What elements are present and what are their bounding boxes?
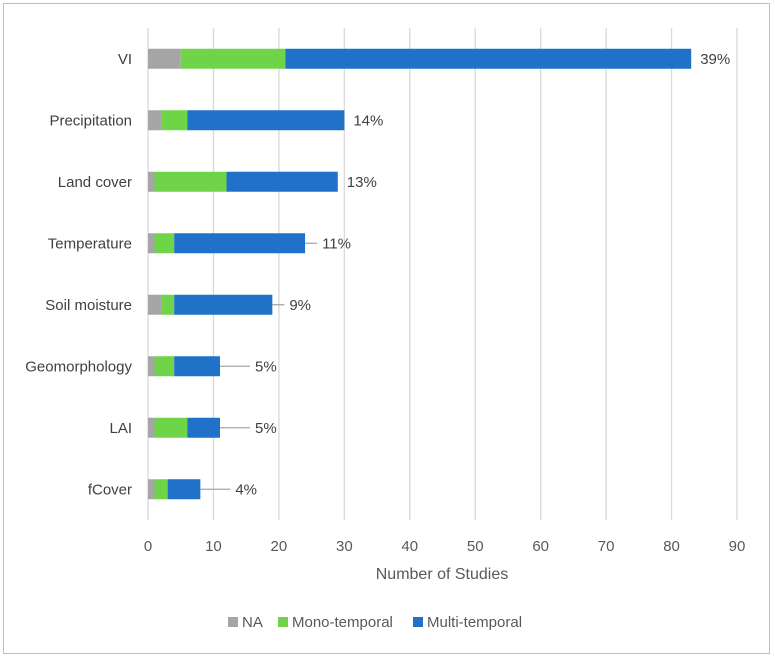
data-label: 13%: [347, 174, 377, 191]
bar-segment: [154, 479, 168, 500]
category-label: Precipitation: [49, 112, 132, 129]
x-tick-label: 10: [205, 538, 222, 555]
bar-segment: [226, 171, 338, 192]
bar-segment: [148, 294, 162, 315]
category-label: LAI: [109, 420, 132, 437]
legend: NA Mono-temporal Multi-temporal: [228, 614, 522, 631]
data-label: 14%: [353, 112, 383, 129]
bar-segment: [148, 110, 162, 131]
bar-segment: [161, 294, 175, 315]
bar-segment: [148, 233, 155, 254]
data-label: 4%: [235, 481, 257, 498]
bar-segment: [148, 417, 155, 438]
data-label: 5%: [255, 420, 277, 437]
legend-swatch: [228, 617, 238, 627]
bar-segment: [148, 171, 155, 192]
bar-segment: [148, 356, 155, 377]
bar-segment: [154, 356, 175, 377]
category-label: fCover: [88, 481, 132, 498]
data-label: 9%: [289, 297, 311, 314]
x-tick-label: 80: [663, 538, 680, 555]
category-label: Geomorphology: [25, 358, 132, 375]
labels: 0 10 20 30 40 50 60 70 80 90 VI 39% Precipitation 14%…: [25, 51, 745, 555]
legend-label: NA: [242, 614, 263, 631]
bar-segment: [148, 48, 181, 69]
x-tick-label: 20: [271, 538, 288, 555]
bar-segment: [187, 417, 220, 438]
bar-segment: [154, 233, 175, 254]
x-tick-label: 40: [401, 538, 418, 555]
bar-segment: [174, 233, 306, 254]
x-tick-label: 60: [532, 538, 549, 555]
bars: [148, 48, 692, 500]
bar-segment: [154, 171, 227, 192]
x-tick-label: 70: [598, 538, 615, 555]
category-label: Land cover: [58, 174, 132, 191]
bar-segment: [285, 48, 692, 69]
bar-segment: [180, 48, 286, 69]
category-label: VI: [118, 51, 132, 68]
gridlines: [147, 28, 738, 520]
x-tick-label: 0: [144, 538, 152, 555]
legend-swatch: [413, 617, 423, 627]
legend-label: Multi-temporal: [427, 614, 522, 631]
data-label: 11%: [322, 235, 351, 252]
chart-frame: [3, 3, 770, 654]
data-label: 39%: [700, 51, 730, 68]
bar-segment: [174, 356, 220, 377]
x-tick-label: 90: [729, 538, 746, 555]
x-tick-label: 30: [336, 538, 353, 555]
bar-segment: [154, 417, 188, 438]
legend-label: Mono-temporal: [292, 614, 393, 631]
bar-segment: [174, 294, 273, 315]
category-label: Soil moisture: [45, 297, 132, 314]
x-axis-title: Number of Studies: [376, 566, 509, 583]
legend-swatch: [278, 617, 288, 627]
bar-segment: [161, 110, 188, 131]
bar-segment: [167, 479, 201, 500]
bar-segment: [148, 479, 155, 500]
category-label: Temperature: [48, 235, 132, 252]
x-tick-label: 50: [467, 538, 484, 555]
bar-segment: [187, 110, 345, 131]
data-label: 5%: [255, 358, 277, 375]
